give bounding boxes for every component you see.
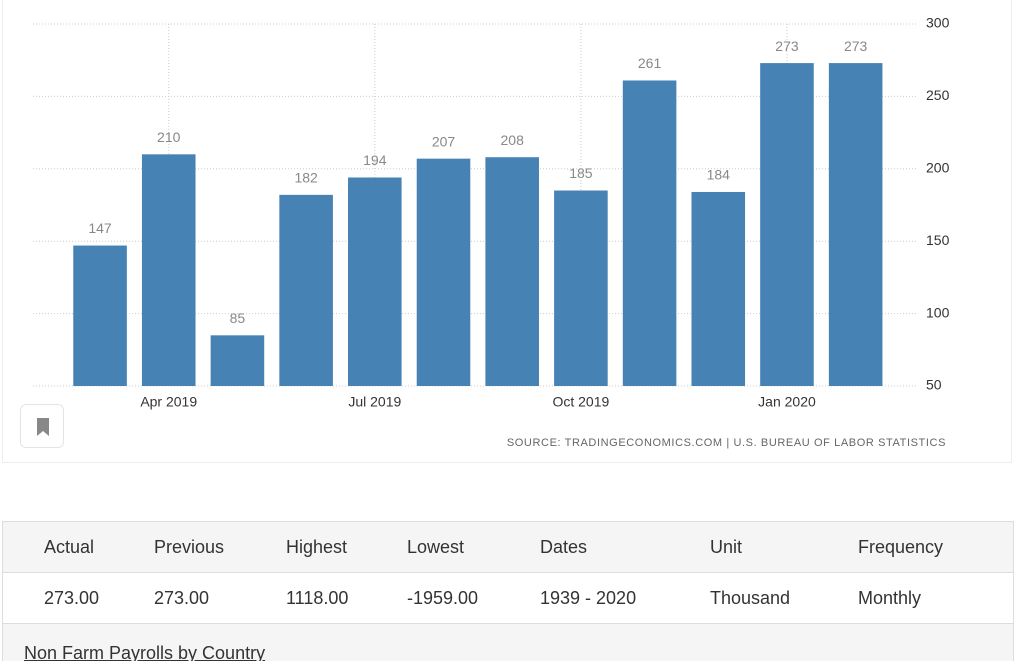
header-cell: Highest [286,537,348,557]
chart-frame [2,0,1012,463]
link-row: Non Farm Payrolls by Country [3,624,1013,661]
y-tick-label: 250 [926,87,950,103]
data-cell: Thousand [710,588,791,608]
header-cell: Dates [540,537,588,557]
bookmark-icon [37,418,49,436]
bar [416,158,471,386]
data-cell: 273.00 [154,588,210,608]
x-tick-label: Oct 2019 [552,394,609,410]
bar [622,80,677,387]
header-cell: Previous [154,537,225,557]
bar [691,191,746,386]
data-label: 194 [363,152,387,168]
bookmark-button[interactable] [20,404,64,448]
country-link[interactable]: Non Farm Payrolls by Country [24,643,266,661]
header-row: Actual Previous Highest Lowest Dates Unit Freq… [3,522,1013,573]
y-tick-label: 200 [926,160,950,176]
data-label: 208 [501,132,525,148]
y-tick-label: 300 [926,15,950,31]
header-cell: Lowest [407,537,465,557]
y-tick-label: 50 [926,377,942,393]
bar [485,157,539,386]
summary-table: Actual Previous Highest Lowest Dates Unit Freq… [2,521,1014,661]
data-label: 273 [844,38,868,54]
data-label: 185 [569,165,593,181]
y-tick-label: 100 [926,304,950,320]
x-tick-label: Jul 2019 [348,394,401,410]
bar [73,245,127,386]
bar [210,335,265,386]
bar [828,63,883,386]
x-tick-label: Jan 2020 [758,394,816,410]
header-cell: Frequency [858,537,944,557]
bar [760,63,814,386]
bar [554,190,608,386]
data-label: 273 [775,38,799,54]
data-label: 147 [88,220,112,236]
data-cell: 1118.00 [286,588,349,608]
data-cell: 1939 - 2020 [540,588,637,608]
data-cell: -1959.00 [407,588,479,608]
data-row: 273.00 273.00 1118.00 -1959.00 1939 - 2020 Th… [3,573,1013,624]
data-label: 184 [707,167,731,183]
chart: SOURCE: TRADINGECONOMICS.COM | U.S. BURE… [33,15,950,449]
data-label: 182 [294,170,318,186]
x-tick-label: Apr 2019 [140,394,197,410]
data-label: 210 [157,129,181,145]
header-cell: Unit [710,537,743,557]
header-cell: Actual [44,537,95,557]
data-label: 261 [638,55,662,71]
data-label: 207 [432,133,456,149]
data-cell: 273.00 [44,588,100,608]
data-label: 85 [230,310,246,326]
chart-source: SOURCE: TRADINGECONOMICS.COM | U.S. BURE… [507,437,946,449]
data-cell: Monthly [858,588,922,608]
bar [141,154,196,386]
bar [348,177,402,386]
bar [279,194,333,386]
y-tick-label: 150 [926,232,950,248]
